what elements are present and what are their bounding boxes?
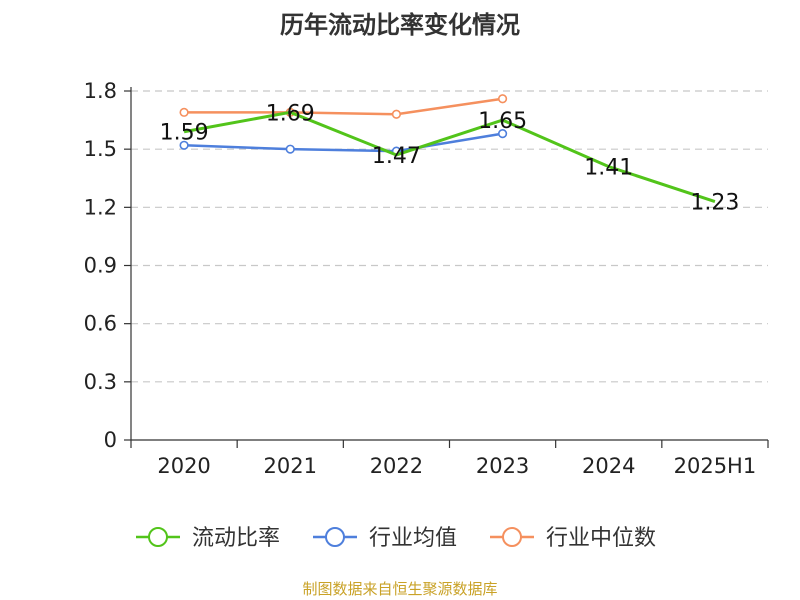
x-tick-label: 2022 xyxy=(370,454,423,478)
y-tick-label: 1.5 xyxy=(84,137,117,161)
grid-lines xyxy=(131,90,768,383)
series-lines xyxy=(179,94,716,203)
data-label: 1.41 xyxy=(584,156,633,181)
x-tick-label: 2024 xyxy=(582,454,635,478)
x-tick-label: 2021 xyxy=(264,454,317,478)
x-axis: 2020 2021 2022 2023 2024 2025H1 xyxy=(130,439,769,478)
x-tick-label: 2025H1 xyxy=(674,454,757,478)
y-tick-label: 0.3 xyxy=(84,370,117,394)
legend-item-industry_median: 行业中位数 xyxy=(490,526,656,551)
y-tick-label: 1.2 xyxy=(84,195,117,219)
data-labels: 1.59 1.69 1.47 1.65 1.41 1.23 xyxy=(160,101,740,215)
point-industry_avg xyxy=(497,129,508,139)
data-label: 1.69 xyxy=(266,101,315,126)
series-line-industry_avg xyxy=(184,132,503,153)
y-tick-label: 0.9 xyxy=(84,254,117,278)
point-industry_avg xyxy=(179,140,189,150)
series-line-industry_median xyxy=(184,97,503,116)
x-tick-label: 2023 xyxy=(476,454,529,478)
chart-title: 历年流动比率变化情况 xyxy=(280,11,520,39)
legend-item-current_ratio: 流动比率 xyxy=(136,526,280,551)
legend-item-industry_avg: 行业均值 xyxy=(313,526,457,551)
legend-label: 行业中位数 xyxy=(546,526,656,551)
legend-label: 流动比率 xyxy=(192,526,280,551)
y-tick-label: 0 xyxy=(104,428,117,452)
data-source-note: 制图数据来自恒生聚源数据库 xyxy=(302,580,497,598)
point-industry_median xyxy=(179,107,189,117)
point-industry_median xyxy=(497,94,508,104)
y-tick-label: 0.6 xyxy=(84,312,117,336)
point-industry_avg xyxy=(285,144,295,154)
legend: 流动比率 行业均值 行业中位数 xyxy=(136,526,656,551)
legend-swatch-marker xyxy=(148,527,168,547)
legend-swatch-marker xyxy=(325,527,345,547)
legend-label: 行业均值 xyxy=(369,526,457,551)
y-axis: 0 0.3 0.6 0.9 1.2 1.5 1.8 xyxy=(84,79,132,452)
data-label: 1.47 xyxy=(372,144,421,169)
series-line-current_ratio xyxy=(183,110,716,203)
data-label: 1.59 xyxy=(160,121,209,146)
legend-swatch-marker xyxy=(502,527,522,547)
point-industry_median xyxy=(391,109,402,119)
x-tick-label: 2020 xyxy=(157,454,210,478)
data-label: 1.23 xyxy=(690,191,739,216)
data-label: 1.65 xyxy=(478,109,527,134)
y-tick-label: 1.8 xyxy=(84,79,117,103)
